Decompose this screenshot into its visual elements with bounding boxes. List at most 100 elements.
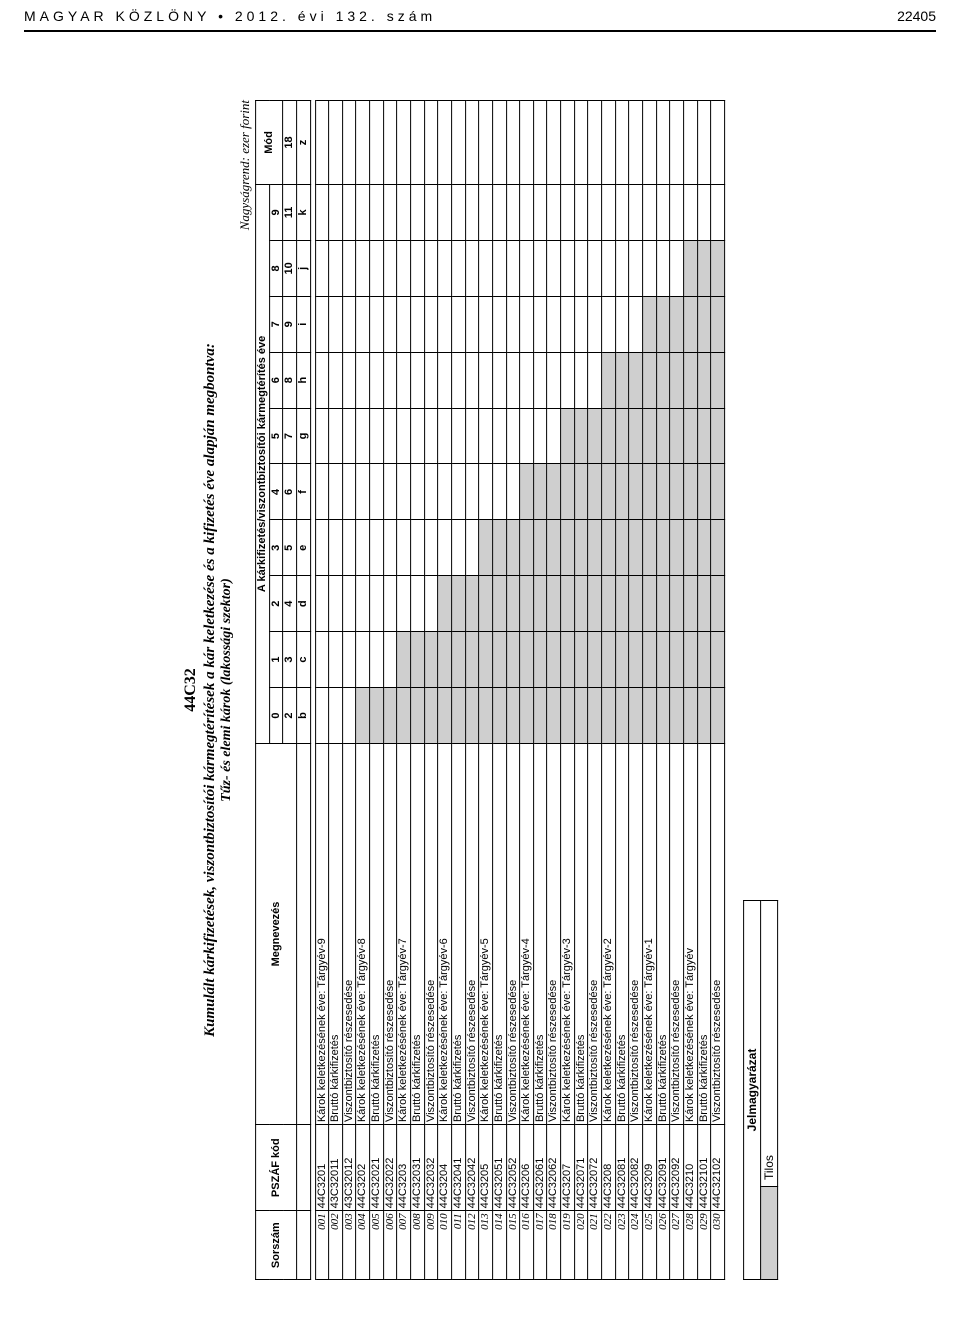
cell-value [493,576,507,632]
cell-value [465,240,479,296]
cell-value [438,296,452,352]
cell-mod [643,101,657,185]
cell-value [615,352,629,408]
cell-value [602,464,616,520]
cell-value [547,688,561,744]
cell-mod [533,101,547,185]
table-row: 00144C3201Károk keletkezésének éve: Tárg… [315,101,329,1280]
cell-value [697,688,711,744]
cell-value [342,240,356,296]
cell-megnevezes: Károk keletkezésének éve: Tárgyév-3 [561,743,575,1124]
cell-value [411,184,425,240]
table-row: 00744C3203Károk keletkezésének éve: Tárg… [397,101,411,1280]
cell-value [643,688,657,744]
cell-megnevezes: Bruttó kárkifizetés [697,743,711,1124]
cell-sorszam: 005 [370,1211,384,1280]
cell-megnevezes: Károk keletkezésének éve: Tárgyév [683,743,697,1124]
cell-sorszam: 003 [342,1211,356,1280]
cell-value [643,520,657,576]
legend-block: Jelmagyarázat Tilos [743,900,778,1280]
cell-value [643,296,657,352]
idx-col-8: 10 [283,240,297,296]
cell-megnevezes: Viszontbiztosító részesedése [670,743,684,1124]
cell-value [397,632,411,688]
cell-value [588,352,602,408]
cell-value [602,688,616,744]
cell-mod [683,101,697,185]
cell-value [397,464,411,520]
cell-mod [547,101,561,185]
cell-sorszam: 007 [397,1211,411,1280]
cell-value [683,632,697,688]
year-col-9: 9 [269,184,283,240]
idx-col-1: 3 [283,632,297,688]
cell-megnevezes: Bruttó kárkifizetés [329,743,343,1124]
cell-value [424,576,438,632]
cell-mod [465,101,479,185]
cell-value [506,688,520,744]
table-row: 02044C32071Bruttó kárkifizetés [574,101,588,1280]
cell-megnevezes: Bruttó kárkifizetés [656,743,670,1124]
cell-value [615,520,629,576]
cell-value [588,296,602,352]
year-col-1: 1 [269,632,283,688]
cell-value [629,576,643,632]
col-megnevezes: Megnevezés [256,743,297,1124]
cell-kod: 44C32061 [533,1125,547,1211]
cell-value [670,240,684,296]
cell-value [342,352,356,408]
cell-value [370,520,384,576]
sheet-title-sub: Tűz- és elemi károk (lakossági szektor) [219,100,235,1280]
cell-mod [615,101,629,185]
let-col-10: z [297,101,311,185]
cell-kod: 44C3210 [683,1125,697,1211]
cell-megnevezes: Viszontbiztosító részesedése [342,743,356,1124]
cell-value [533,184,547,240]
cell-sorszam: 002 [329,1211,343,1280]
cell-value [643,632,657,688]
cell-value [370,688,384,744]
cell-value [315,240,329,296]
unit-line: Nagyságrend: ezer forint [237,100,253,1280]
cell-value [615,464,629,520]
cell-value [479,352,493,408]
cell-value [574,184,588,240]
cell-value [329,240,343,296]
cell-megnevezes: Viszontbiztosító részesedése [588,743,602,1124]
cell-value [602,576,616,632]
cell-value [656,240,670,296]
cell-value [629,632,643,688]
cell-value [342,576,356,632]
cell-value [697,520,711,576]
table-row: 01344C3205Károk keletkezésének éve: Tárg… [479,101,493,1280]
cell-value [643,408,657,464]
cell-sorszam: 017 [533,1211,547,1280]
cell-sorszam: 008 [411,1211,425,1280]
cell-value [315,184,329,240]
cell-mod [438,101,452,185]
cell-kod: 44C3207 [561,1125,575,1211]
cell-kod: 44C32041 [452,1125,466,1211]
cell-megnevezes: Bruttó kárkifizetés [452,743,466,1124]
cell-value [629,464,643,520]
cell-sorszam: 015 [506,1211,520,1280]
cell-sorszam: 024 [629,1211,643,1280]
col-span-header: A kárkifizetés/viszontbiztosítói kármegt… [256,184,270,743]
cell-value [438,464,452,520]
cell-value [356,296,370,352]
cell-value [342,296,356,352]
let-col-1: c [297,632,311,688]
cell-value [329,464,343,520]
cell-kod: 44C32051 [493,1125,507,1211]
cell-value [397,296,411,352]
cell-value [656,632,670,688]
table-row: 01944C3207Károk keletkezésének éve: Tárg… [561,101,575,1280]
cell-value [424,408,438,464]
cell-value [588,688,602,744]
cell-sorszam: 011 [452,1211,466,1280]
cell-value [547,296,561,352]
cell-value [424,688,438,744]
cell-sorszam: 020 [574,1211,588,1280]
cell-value [561,632,575,688]
cell-value [520,296,534,352]
